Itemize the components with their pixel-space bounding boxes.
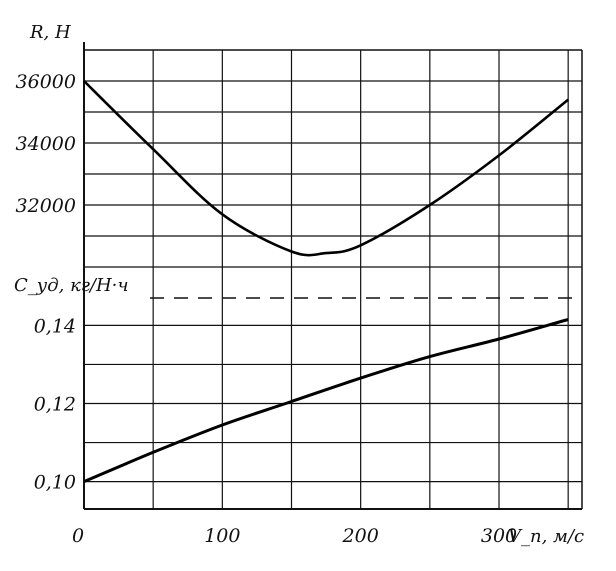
y-tick-label-bottom: 0,12	[34, 394, 76, 416]
x-tick-label: 200	[342, 525, 379, 547]
y-tick-label-bottom: 0,14	[34, 315, 76, 337]
series-lines	[83, 80, 570, 483]
y-tick-label-top: 36000	[16, 71, 76, 93]
plot-frame	[83, 42, 583, 510]
x-tick-label: 100	[204, 525, 240, 547]
x-tick-label: 0	[72, 525, 84, 547]
tick-labels: 32000 34000 36000 0,10 0,12 0,14 0 100 200 300	[16, 71, 518, 547]
specific-consumption-curve	[83, 318, 569, 483]
grid	[84, 50, 582, 509]
c-axis-label: C_уд, кг/Н·ч	[14, 275, 129, 296]
y-tick-label-top: 34000	[16, 133, 76, 155]
y-tick-label-top: 32000	[16, 195, 76, 217]
r-axis-label: R, Н	[29, 22, 71, 43]
y-tick-label-bottom: 0,10	[34, 472, 76, 494]
x-tick-label: 300	[481, 525, 517, 547]
x-axis-label: V_п, м/с	[508, 526, 584, 547]
thrust-curve	[83, 80, 570, 257]
